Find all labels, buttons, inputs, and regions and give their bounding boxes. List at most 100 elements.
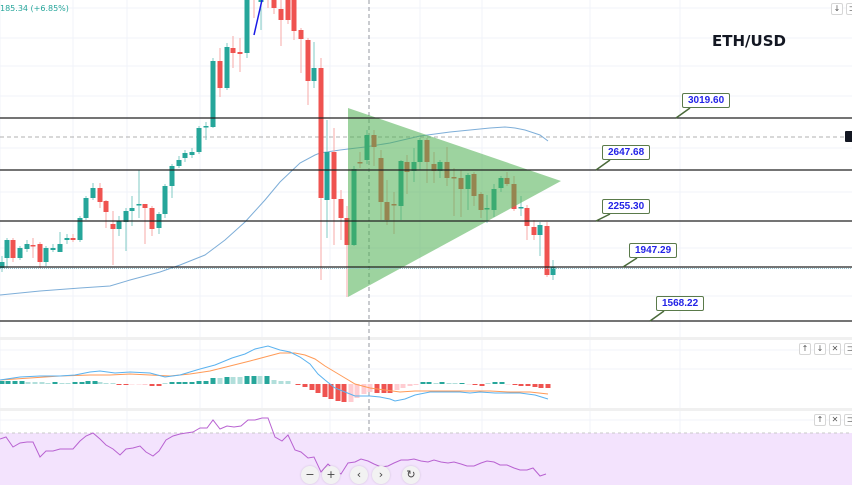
candle-body (83, 198, 89, 218)
candle-body (217, 61, 223, 88)
macd-histogram-bar (309, 384, 315, 390)
arrow-down-icon: ↓ (816, 344, 824, 353)
candle-body (203, 126, 209, 128)
level-label-1568[interactable]: 1568.22 (656, 296, 705, 311)
macd-histogram-bar (315, 384, 321, 393)
arrow-up-icon: ↑ (801, 344, 809, 353)
macd-histogram-bar (492, 382, 498, 384)
macd-histogram-bar (189, 382, 195, 384)
candle-body (149, 208, 155, 229)
macd-histogram-bar (413, 384, 419, 385)
level-label-2647[interactable]: 2647.68 (602, 145, 651, 160)
level-connector (595, 159, 611, 171)
reset-icon: ↻ (406, 468, 416, 481)
candle-body (311, 68, 317, 81)
macd-histogram-bar (433, 383, 439, 384)
macd-histogram-bar (257, 376, 263, 384)
macd-histogram-bar (328, 384, 334, 399)
macd-histogram-bar (420, 382, 426, 384)
macd-line (0, 345, 549, 402)
scroll-left-button[interactable]: ‹ (350, 466, 368, 484)
candle-body (17, 248, 23, 258)
candle-body (244, 0, 250, 53)
macd-move-down-button[interactable]: ↓ (814, 343, 826, 355)
candle-body (70, 238, 76, 240)
rsi-close-button[interactable]: ✕ (829, 414, 841, 426)
restore-icon: ⊐ (848, 4, 852, 13)
macd-histogram-bar (85, 381, 91, 384)
macd-maximize-button[interactable]: ⊐ (844, 343, 852, 355)
pane-separator (0, 337, 852, 340)
candle-body (544, 226, 550, 275)
macd-histogram-bar (426, 382, 432, 384)
candle-body (324, 152, 330, 200)
macd-histogram-bar (466, 384, 472, 385)
macd-histogram-bar (65, 383, 71, 384)
level-connector (675, 107, 691, 119)
scroll-right-button[interactable]: › (372, 466, 390, 484)
macd-histogram-bar (32, 382, 38, 384)
macd-histogram-bar (210, 378, 216, 384)
macd-histogram-bar (45, 383, 51, 384)
candle-body (230, 48, 236, 53)
macd-histogram-bar (162, 383, 168, 384)
reset-chart-button[interactable]: ↻ (402, 466, 420, 484)
candle-body (344, 218, 350, 245)
macd-histogram-bar (123, 384, 129, 385)
macd-histogram-bar (361, 384, 367, 394)
level-label-3019[interactable]: 3019.60 (682, 93, 731, 108)
macd-histogram-bar (407, 384, 413, 386)
close-icon: ✕ (831, 344, 839, 353)
zoom-out-button[interactable]: − (301, 466, 319, 484)
candle-body (129, 208, 135, 211)
macd-histogram-bar (244, 376, 250, 384)
macd-histogram-bar (224, 377, 230, 384)
candle-body (237, 52, 243, 54)
macd-histogram-bar (79, 382, 85, 384)
macd-histogram-bar (169, 382, 175, 384)
macd-signal-line (0, 352, 549, 395)
macd-histogram-bar (156, 384, 162, 386)
candle-body (271, 0, 277, 8)
macd-histogram-bar (341, 384, 347, 402)
candle-body (298, 30, 304, 39)
macd-histogram-bar (545, 384, 551, 388)
macd-move-up-button[interactable]: ↑ (799, 343, 811, 355)
candle-body (136, 204, 142, 206)
macd-histogram-bar (129, 384, 135, 385)
chevron-right-icon: › (378, 468, 384, 481)
rsi-move-up-button[interactable]: ↑ (814, 414, 826, 426)
level-label-1947[interactable]: 1947.29 (629, 243, 678, 258)
candle-body (37, 244, 43, 262)
candle-body (550, 267, 556, 275)
level-label-2255[interactable]: 2255.30 (602, 199, 651, 214)
candle-body (142, 204, 148, 208)
macd-histogram-bar (217, 378, 223, 384)
macd-histogram-bar (12, 381, 18, 384)
candle-body (518, 207, 524, 209)
macd-histogram-bar (230, 377, 236, 384)
restore-icon: ⊐ (846, 344, 852, 353)
candle-body (176, 160, 182, 166)
candle-body (224, 47, 230, 88)
macd-histogram-bar (505, 384, 511, 385)
rsi-maximize-button[interactable]: ⊐ (844, 414, 852, 426)
macd-histogram-bar (439, 382, 445, 384)
macd-histogram-bar (295, 384, 301, 385)
macd-histogram-bar (72, 382, 78, 384)
move-pane-down-button[interactable]: ↓ (831, 3, 843, 15)
candle-body (90, 188, 96, 198)
level-connector (622, 257, 638, 268)
macd-histogram-bar (532, 384, 538, 387)
macd-histogram-bar (459, 383, 465, 384)
macd-histogram-bar (485, 383, 491, 384)
macd-histogram-bar (237, 377, 243, 384)
macd-close-button[interactable]: ✕ (829, 343, 841, 355)
candle-body (77, 218, 83, 240)
macd-histogram-bar (25, 382, 31, 384)
maximize-pane-button[interactable]: ⊐ (846, 3, 852, 15)
candle-body (318, 68, 324, 198)
zoom-in-button[interactable]: + (322, 466, 340, 484)
